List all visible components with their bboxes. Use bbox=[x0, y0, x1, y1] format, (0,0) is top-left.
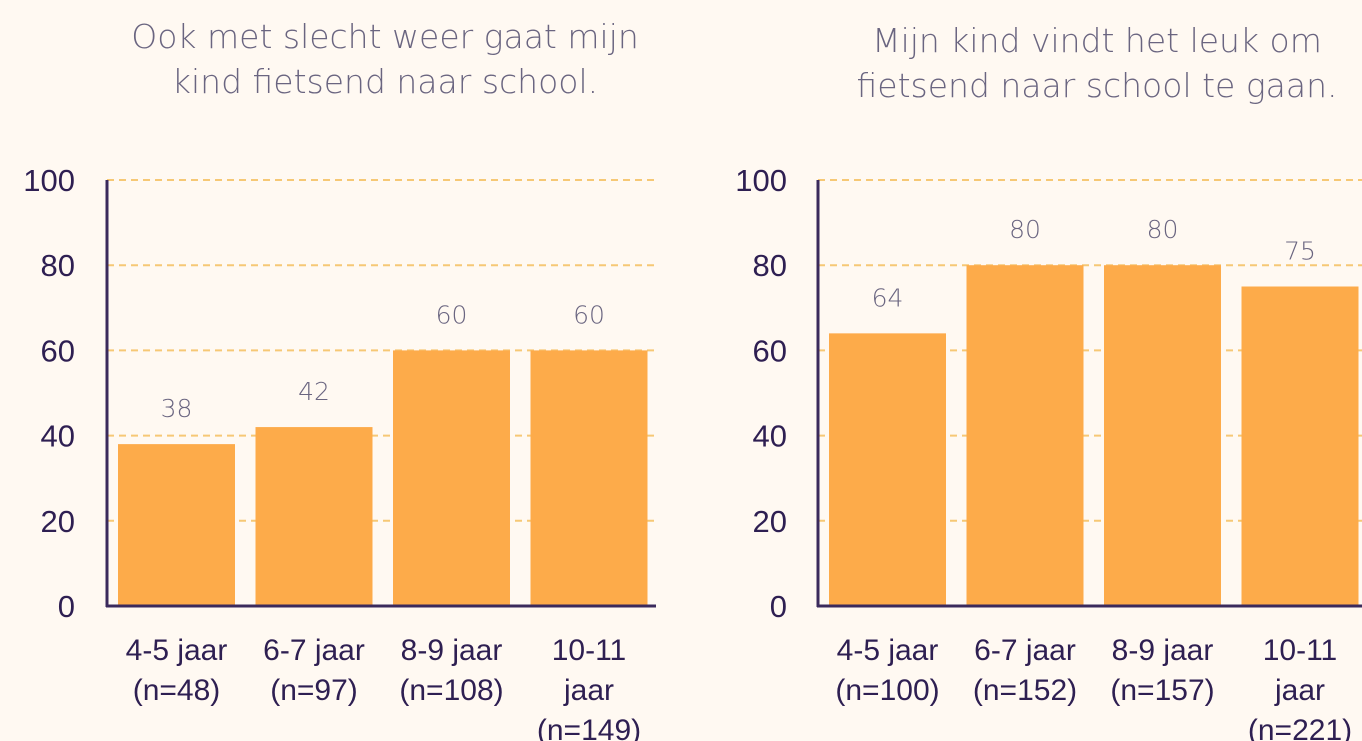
y-tick-label: 60 bbox=[41, 333, 75, 368]
y-tick-label: 40 bbox=[41, 419, 75, 454]
value-label: 75 bbox=[1284, 237, 1316, 266]
value-label: 38 bbox=[161, 394, 193, 423]
value-label: 60 bbox=[436, 300, 468, 329]
value-label: 64 bbox=[872, 283, 904, 312]
category-label: 10-11 bbox=[1263, 634, 1338, 667]
bar bbox=[255, 427, 373, 606]
category-label: (n=157) bbox=[1110, 674, 1214, 707]
value-label: 80 bbox=[1009, 215, 1041, 244]
value-label: 42 bbox=[298, 377, 330, 406]
bar bbox=[393, 350, 510, 606]
value-label: 60 bbox=[573, 300, 605, 329]
category-label: 6-7 jaar bbox=[263, 634, 365, 667]
category-label: 8-9 jaar bbox=[1112, 634, 1214, 667]
category-label: 8-9 jaar bbox=[401, 634, 503, 667]
category-label: (n=100) bbox=[835, 674, 939, 707]
bar bbox=[530, 350, 648, 606]
category-label: (n=221) bbox=[1248, 714, 1352, 741]
category-label: (n=149) bbox=[537, 714, 641, 741]
category-label: jaar bbox=[1274, 674, 1325, 707]
chart-title-line: Ook met slecht weer gaat mijn bbox=[131, 17, 639, 56]
y-tick-label: 20 bbox=[753, 504, 787, 539]
value-label: 80 bbox=[1147, 215, 1179, 244]
y-tick-label: 80 bbox=[753, 248, 787, 283]
bar-chart-2: Mijn kind vindt het leuk om fietsend naar… bbox=[735, 21, 1362, 741]
category-label: (n=108) bbox=[399, 674, 503, 707]
chart-title-line: fietsend naar school te gaan. bbox=[857, 66, 1338, 105]
y-tick-label: 0 bbox=[770, 589, 787, 624]
bar-chart-1: Ook met slecht weer gaat mijn kind fietse… bbox=[23, 17, 656, 741]
chart-title-line: Mijn kind vindt het leuk om bbox=[872, 21, 1322, 60]
bar bbox=[1241, 286, 1359, 606]
category-label: (n=97) bbox=[270, 674, 358, 707]
bar bbox=[829, 333, 946, 606]
y-tick-label: 0 bbox=[58, 589, 75, 624]
bar bbox=[966, 265, 1084, 606]
category-label: jaar bbox=[563, 674, 614, 707]
y-tick-label: 100 bbox=[735, 163, 787, 198]
y-tick-label: 20 bbox=[41, 504, 75, 539]
category-label: 10-11 bbox=[552, 634, 627, 667]
chart-title-line: kind fietsend naar school. bbox=[172, 62, 598, 101]
category-label: 4-5 jaar bbox=[126, 634, 228, 667]
category-label: 4-5 jaar bbox=[837, 634, 939, 667]
bar bbox=[118, 444, 235, 606]
category-label: 6-7 jaar bbox=[974, 634, 1076, 667]
y-tick-label: 100 bbox=[23, 163, 75, 198]
bar bbox=[1104, 265, 1221, 606]
y-tick-label: 40 bbox=[753, 419, 787, 454]
y-tick-label: 60 bbox=[753, 333, 787, 368]
category-label: (n=48) bbox=[133, 674, 221, 707]
category-label: (n=152) bbox=[973, 674, 1077, 707]
y-tick-label: 80 bbox=[41, 248, 75, 283]
